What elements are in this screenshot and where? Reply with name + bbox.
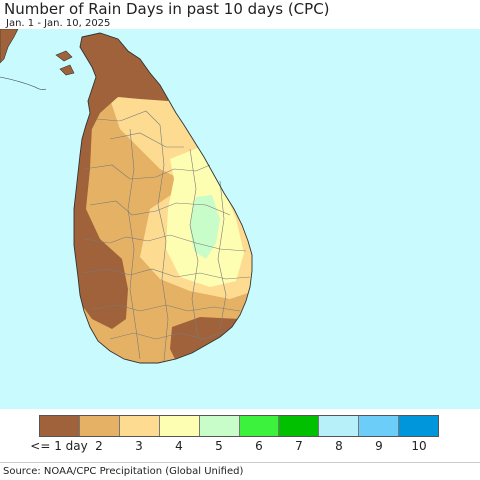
legend-label: 2: [95, 439, 103, 453]
legend-label: 4: [175, 439, 183, 453]
legend-label: <= 1 day: [30, 439, 88, 453]
jaffna-islands: [55, 50, 75, 76]
legend-swatch: [40, 416, 80, 436]
legend-swatch: [159, 416, 200, 436]
source-credit: Source: NOAA/CPC Precipitation (Global U…: [0, 462, 480, 480]
legend-swatch: [359, 416, 400, 436]
map-panel: [0, 29, 480, 409]
india-coast: [0, 29, 19, 64]
district-boundaries: [81, 110, 251, 362]
legend-swatch: [279, 416, 320, 436]
legend-labels: <= 1 day 2 3 4 5 6 7 8 9 10: [30, 439, 450, 455]
legend-colorbar: [39, 415, 439, 437]
india-coast-line: [0, 76, 47, 90]
legend-label: 3: [135, 439, 143, 453]
map-subtitle: Jan. 1 - Jan. 10, 2025: [6, 18, 111, 29]
map-title: Number of Rain Days in past 10 days (CPC…: [4, 0, 330, 18]
legend-swatch: [199, 416, 240, 436]
legend-swatch: [399, 416, 439, 436]
legend-swatch: [239, 416, 280, 436]
legend-label: 8: [335, 439, 343, 453]
legend-label: 10: [411, 439, 427, 453]
legend-swatch: [119, 416, 160, 436]
legend-label: 5: [215, 439, 223, 453]
legend-swatch: [79, 416, 120, 436]
sri-lanka-map: [0, 29, 253, 364]
zone-5-days: [190, 195, 220, 259]
legend-label: 7: [295, 439, 303, 453]
legend-swatch: [319, 416, 360, 436]
legend-label: 6: [255, 439, 263, 453]
legend-label: 9: [375, 439, 383, 453]
